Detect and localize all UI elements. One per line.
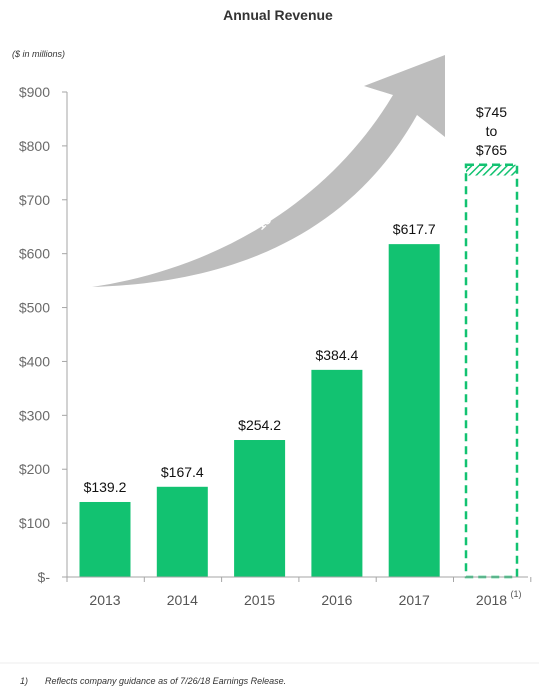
x-tick-label: 2018 — [476, 592, 507, 608]
y-tick-label: $600 — [19, 246, 50, 262]
footnote-marker: (1) — [511, 589, 522, 599]
x-axis: 2013 2014 2015 2016 2017 2018 (1) — [66, 576, 532, 608]
guidance-label-line: to — [486, 123, 498, 139]
y-tick-label: $200 — [19, 461, 50, 477]
data-label-2015: $254.2 — [238, 417, 281, 433]
y-tick-label: $100 — [19, 515, 50, 531]
y-tick-label: $- — [38, 569, 51, 585]
x-tick-label: 2013 — [89, 592, 120, 608]
y-tick-label: $700 — [19, 192, 50, 208]
guidance-bar-outline — [464, 163, 519, 579]
bar-2013 — [79, 501, 131, 577]
guidance-label-line: $765 — [476, 142, 507, 158]
data-label-2014: $167.4 — [161, 464, 204, 480]
units-label: ($ in millions) — [12, 49, 65, 59]
y-tick-label: $800 — [19, 138, 50, 154]
x-tick-label: 2015 — [244, 592, 275, 608]
chart-title: Annual Revenue — [223, 7, 333, 23]
guidance-range-hatch — [466, 164, 517, 176]
x-tick-label: 2016 — [321, 592, 352, 608]
bar-2017 — [388, 244, 440, 577]
y-tick-label: $300 — [19, 407, 50, 423]
guidance-label-line: $745 — [476, 104, 507, 120]
footnote-number: 1) — [20, 676, 28, 686]
y-tick-label: $500 — [19, 300, 50, 316]
bar-2014 — [156, 486, 208, 577]
bar-2015 — [234, 440, 286, 577]
data-label-2016: $384.4 — [315, 347, 358, 363]
data-label-2013: $139.2 — [84, 479, 127, 495]
x-tick-label: 2014 — [167, 592, 198, 608]
data-label-2017: $617.7 — [393, 221, 436, 237]
x-tick-label: 2017 — [399, 592, 430, 608]
footnote-text: Reflects company guidance as of 7/26/18 … — [45, 676, 286, 686]
bar-2016 — [311, 369, 363, 577]
y-tick-label: $900 — [19, 84, 50, 100]
y-tick-label: $400 — [19, 353, 50, 369]
cagr-arrow-shape — [92, 55, 445, 287]
y-axis: $- $100 $200 $300 $400 $500 $600 $700 $800 $900 — [19, 84, 68, 585]
bars: $139.2 $167.4 $254.2 $384.4 $617.7 $745 to $765 — [79, 104, 519, 579]
